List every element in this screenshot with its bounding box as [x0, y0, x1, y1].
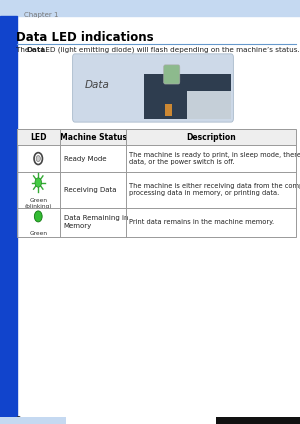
Text: Description: Description [186, 133, 236, 142]
Bar [187, 91, 231, 119]
Circle shape [35, 178, 41, 187]
Text: LED: LED [30, 133, 46, 142]
Bar [16, 129, 296, 145]
Text: The machine is ready to print, in sleep mode, there is no print
data, or the pow: The machine is ready to print, in sleep … [129, 152, 300, 165]
Text: Green
(blinking): Green (blinking) [24, 198, 52, 209]
Text: Data: Data [84, 80, 109, 90]
Text: Print data remains in the machine memory.: Print data remains in the machine memory… [129, 219, 274, 225]
Bar [0, 16, 16, 424]
Circle shape [36, 156, 40, 162]
Text: Machine Status: Machine Status [59, 133, 127, 142]
Text: Data: Data [26, 47, 46, 53]
Text: Data LED indications: Data LED indications [16, 31, 154, 44]
Text: The machine is either receiving data from the computer,
processing data in memor: The machine is either receiving data fro… [129, 183, 300, 196]
Text: Data Remaining in
Memory: Data Remaining in Memory [64, 215, 128, 229]
Text: The: The [16, 47, 32, 53]
Text: Ready Mode: Ready Mode [64, 156, 106, 162]
Bar [166, 104, 172, 116]
Text: LED (light emitting diode) will flash depending on the machine’s status.: LED (light emitting diode) will flash de… [39, 47, 300, 53]
Bar [16, 129, 296, 237]
Circle shape [34, 153, 43, 165]
Text: 8: 8 [15, 416, 21, 424]
Bar [0, 417, 66, 424]
Text: Chapter 1: Chapter 1 [24, 12, 58, 18]
Bar [0, 0, 300, 16]
Text: Green: Green [29, 231, 47, 236]
Bar [216, 417, 300, 424]
Bar [144, 75, 231, 119]
Text: Receiving Data: Receiving Data [64, 187, 116, 193]
FancyBboxPatch shape [73, 54, 233, 122]
FancyBboxPatch shape [164, 65, 180, 84]
Circle shape [34, 211, 42, 222]
